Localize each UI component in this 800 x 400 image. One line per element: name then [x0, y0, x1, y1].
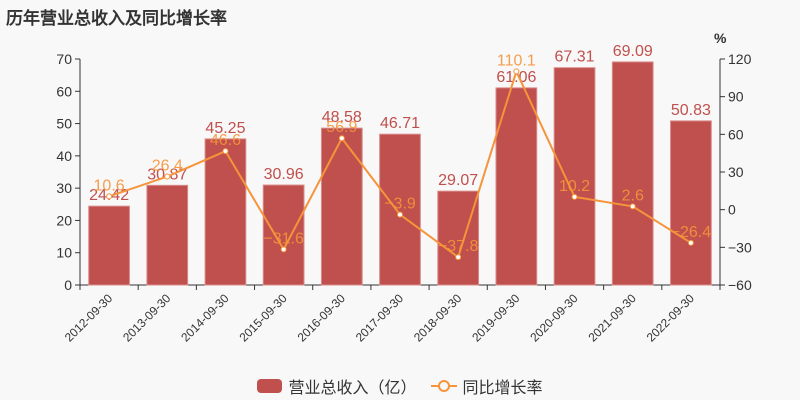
svg-text:30: 30: [728, 164, 744, 180]
svg-text:110.1: 110.1: [497, 52, 536, 69]
svg-text:%: %: [714, 30, 727, 46]
svg-text:40: 40: [56, 148, 72, 164]
svg-text:67.31: 67.31: [555, 49, 595, 66]
svg-text:26.4: 26.4: [152, 158, 183, 175]
svg-text:2020-09-30: 2020-09-30: [527, 291, 581, 345]
legend-item-revenue[interactable]: 营业总收入（亿）: [257, 374, 417, 398]
svg-text:0: 0: [728, 202, 736, 218]
svg-text:70: 70: [56, 51, 72, 67]
legend-label-growth: 同比增长率: [462, 380, 543, 397]
svg-text:90: 90: [728, 89, 744, 105]
svg-text:2019-09-30: 2019-09-30: [469, 291, 523, 345]
bar[interactable]: [553, 67, 596, 286]
svg-text:10.6: 10.6: [94, 177, 125, 194]
svg-text:69.09: 69.09: [613, 43, 653, 60]
svg-text:−37.8: −37.8: [438, 238, 479, 255]
legend: 营业总收入（亿） 同比增长率: [0, 374, 800, 398]
bar[interactable]: [204, 138, 247, 286]
svg-text:0: 0: [64, 277, 72, 293]
bar[interactable]: [611, 61, 654, 286]
svg-text:50: 50: [56, 116, 72, 132]
svg-text:30: 30: [56, 180, 72, 196]
bar[interactable]: [670, 120, 712, 286]
bar[interactable]: [320, 127, 363, 286]
svg-text:2013-09-30: 2013-09-30: [120, 291, 174, 345]
svg-text:60: 60: [56, 83, 72, 99]
bar-swatch-icon: [257, 379, 283, 393]
bar[interactable]: [495, 87, 538, 286]
svg-text:120: 120: [728, 51, 752, 67]
svg-text:60: 60: [728, 126, 744, 142]
svg-text:45.25: 45.25: [205, 120, 245, 137]
svg-text:2012-09-30: 2012-09-30: [62, 291, 116, 345]
svg-text:2021-09-30: 2021-09-30: [586, 291, 640, 345]
bar[interactable]: [437, 190, 480, 286]
svg-text:2015-09-30: 2015-09-30: [236, 291, 290, 345]
svg-text:2014-09-30: 2014-09-30: [178, 291, 232, 345]
svg-text:−26.4: −26.4: [671, 224, 712, 241]
bar[interactable]: [146, 184, 189, 286]
bar[interactable]: [262, 184, 305, 286]
chart-title: 历年营业总收入及同比增长率: [6, 9, 227, 28]
svg-text:2.6: 2.6: [622, 187, 644, 204]
svg-text:20: 20: [56, 212, 72, 228]
bar[interactable]: [88, 205, 130, 286]
line-circle-swatch-icon: [430, 380, 457, 392]
svg-text:29.07: 29.07: [438, 172, 478, 189]
svg-text:61.06: 61.06: [496, 69, 536, 86]
svg-text:48.58: 48.58: [322, 109, 362, 126]
svg-text:30.96: 30.96: [264, 166, 304, 183]
svg-text:56.9: 56.9: [326, 119, 357, 136]
svg-text:46.6: 46.6: [210, 132, 241, 149]
bar[interactable]: [379, 133, 421, 286]
svg-text:−3.9: −3.9: [384, 196, 416, 213]
svg-text:2016-09-30: 2016-09-30: [295, 291, 349, 345]
svg-text:50.83: 50.83: [671, 102, 711, 119]
legend-label-revenue: 营业总收入（亿）: [288, 380, 417, 397]
svg-text:−60: −60: [728, 277, 752, 293]
svg-text:2018-09-30: 2018-09-30: [411, 291, 465, 345]
svg-text:10.2: 10.2: [559, 178, 590, 195]
svg-text:−30: −30: [728, 239, 752, 255]
svg-text:2017-09-30: 2017-09-30: [353, 291, 407, 345]
svg-text:−31.6: −31.6: [263, 230, 304, 247]
svg-text:2022-09-30: 2022-09-30: [644, 291, 698, 345]
svg-text:46.71: 46.71: [380, 115, 420, 132]
legend-item-growth[interactable]: 同比增长率: [430, 374, 543, 398]
svg-text:10: 10: [56, 245, 72, 261]
